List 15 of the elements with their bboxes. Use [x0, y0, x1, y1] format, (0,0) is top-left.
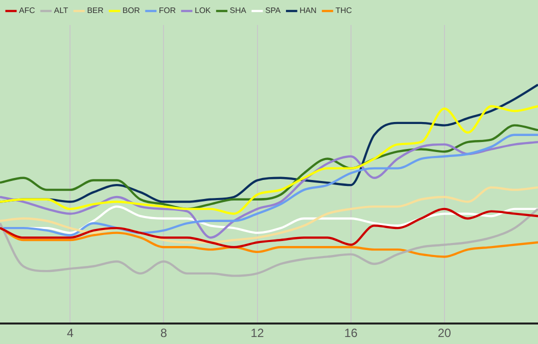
legend-label: BER [87, 6, 104, 16]
legend-label: SPA [265, 6, 282, 16]
legend-label: THC [336, 6, 352, 16]
x-tick-label: 4 [66, 326, 74, 340]
x-tick-label: 16 [344, 326, 358, 340]
x-tick-label: 12 [250, 326, 264, 340]
legend-label: SHA [230, 6, 247, 16]
legend-label: LOK [194, 6, 212, 16]
legend-label: BOR [122, 6, 140, 16]
legend-label: HAN [300, 6, 317, 16]
legend-label: ALT [54, 6, 68, 16]
x-tick-label: 20 [438, 326, 452, 340]
legend-label: AFC [19, 6, 36, 16]
x-tick-label: 8 [160, 326, 168, 340]
legend-label: FOR [158, 6, 176, 16]
